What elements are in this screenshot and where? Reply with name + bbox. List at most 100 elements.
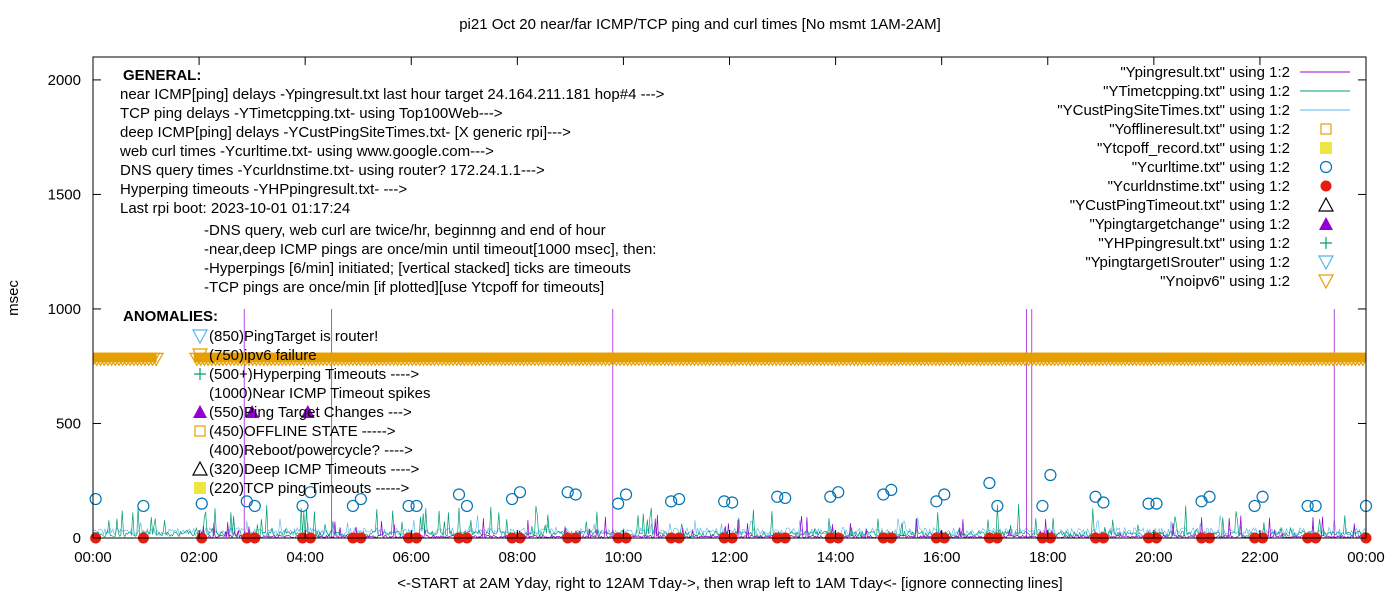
x-tick-label: 04:00	[286, 549, 324, 566]
curltime-point	[1195, 495, 1208, 508]
anomaly-marker	[191, 460, 209, 476]
y-tick-label: 2000	[48, 72, 81, 89]
curltime-point	[137, 499, 150, 513]
legend-swatch	[1317, 196, 1335, 212]
curltime-point	[460, 499, 474, 513]
general-line: Last rpi boot: 2023-10-01 01:17:24	[120, 200, 350, 217]
pingtargetchange-point	[300, 405, 315, 419]
y-tick-label: 0	[73, 530, 81, 547]
anomaly-line: (1000)Near ICMP Timeout spikes	[209, 385, 430, 402]
curltime-point	[346, 499, 360, 513]
legend-label: "Ypingresult.txt" using 1:2	[1120, 64, 1290, 81]
anomaly-marker	[191, 329, 209, 345]
anomaly-line: (850)PingTarget is router!	[209, 328, 378, 345]
curltime-point	[240, 495, 253, 508]
x-tick-label: 00:00	[1347, 549, 1385, 566]
legend-label: "YHPpingresult.txt" using 1:2	[1098, 235, 1290, 252]
curltime-point	[354, 492, 367, 506]
general-indented-line: -Hyperpings [6/min] initiated; [vertical…	[204, 260, 631, 277]
curltime-point	[89, 492, 102, 506]
curltime-point	[452, 488, 466, 501]
curltime-point	[665, 495, 678, 508]
anomaly-line: (400)Reboot/powercycle? ---->	[209, 442, 413, 459]
anomaly-line: (450)OFFLINE STATE ----->	[209, 423, 396, 440]
anomaly-line: (500+)Hyperping Timeouts ---->	[209, 366, 419, 383]
legend-swatch	[1317, 274, 1335, 290]
anomalies-heading: ANOMALIES:	[123, 308, 218, 325]
general-heading: GENERAL:	[123, 67, 201, 84]
legend-swatch	[1320, 142, 1332, 154]
anomaly-line: (550)Ping Target Changes --->	[209, 404, 412, 421]
x-tick-label: 02:00	[180, 549, 218, 566]
curltime-point	[296, 499, 309, 513]
noipv6-band-right	[193, 353, 1366, 363]
curltime-point	[513, 486, 527, 499]
y-axis-label: msec	[5, 280, 22, 316]
general-indented-line: -DNS query, web curl are twice/hr, begin…	[204, 222, 606, 239]
curltime-point	[248, 499, 261, 513]
x-axis-label: <-START at 2AM Yday, right to 12AM Tday-…	[397, 575, 1063, 592]
curltime-point	[726, 496, 739, 509]
curltime-point	[1044, 468, 1057, 482]
chart-title: pi21 Oct 20 near/far ICMP/TCP ping and c…	[459, 16, 941, 33]
curltime-point	[771, 490, 784, 503]
curltime-point	[1256, 490, 1269, 503]
plot-area-group	[93, 309, 1366, 538]
x-tick-label: 06:00	[392, 549, 430, 566]
curltime-point	[1142, 497, 1155, 510]
curltime-point	[402, 499, 415, 513]
anomaly-line: (220)TCP ping Timeouts ----->	[209, 480, 409, 497]
curltime-point	[612, 497, 625, 510]
curltime-point	[561, 486, 574, 499]
curltime-point	[1097, 496, 1110, 509]
y-tick-label: 1000	[48, 301, 81, 318]
anomaly-marker	[194, 425, 206, 437]
x-tick-label: 12:00	[711, 549, 749, 566]
general-line: TCP ping delays -YTimetcpping.txt- using…	[120, 105, 503, 122]
noipv6-band-left	[93, 353, 157, 363]
curltime-point	[983, 476, 996, 490]
curltime-point	[1309, 499, 1322, 513]
curltime-point	[1203, 490, 1216, 503]
anomaly-line: (750)ipv6 failure	[209, 347, 317, 364]
curltime-point	[938, 488, 951, 501]
legend-label: "YpingtargetISrouter" using 1:2	[1085, 254, 1290, 271]
curltime-point	[1248, 499, 1261, 513]
legend-swatch	[1317, 255, 1335, 271]
curltime-point	[832, 486, 845, 499]
curltime-point	[1150, 497, 1163, 510]
anomaly-line: (320)Deep ICMP Timeouts ---->	[209, 461, 419, 478]
legend-label: "YCustPingTimeout.txt" using 1:2	[1070, 197, 1290, 214]
curltime-point	[877, 488, 890, 501]
general-line: DNS query times -Ycurldnstime.txt- using…	[120, 162, 545, 179]
general-line: web curl times -Ycurltime.txt- using www…	[119, 143, 494, 160]
curltime-point	[885, 483, 898, 496]
anomaly-marker	[193, 405, 207, 418]
legend-swatch	[1320, 180, 1332, 192]
legend-label: "Ycurltime.txt" using 1:2	[1132, 159, 1290, 176]
anomaly-marker	[194, 482, 206, 494]
legend-label: "Ytcpoff_record.txt" using 1:2	[1097, 140, 1290, 157]
curltime-point	[1036, 499, 1049, 513]
legend-label: "Yofflineresult.txt" using 1:2	[1109, 121, 1290, 138]
legend-label: "Ycurldnstime.txt" using 1:2	[1108, 178, 1290, 195]
legend-label: "YTimetcpping.txt" using 1:2	[1103, 83, 1290, 100]
x-tick-label: 14:00	[817, 549, 855, 566]
x-tick-label: 08:00	[499, 549, 537, 566]
x-tick-label: 00:00	[74, 549, 112, 566]
x-tick-label: 10:00	[605, 549, 643, 566]
curltime-point	[930, 495, 943, 508]
x-tick-label: 22:00	[1241, 549, 1279, 566]
general-indented-line: -near,deep ICMP pings are once/min until…	[204, 241, 656, 258]
curltime-point	[304, 486, 317, 499]
legend-label: "YCustPingSiteTimes.txt" using 1:2	[1057, 102, 1290, 119]
general-line: deep ICMP[ping] delays -YCustPingSiteTim…	[120, 124, 571, 141]
anomaly-marker	[194, 368, 206, 380]
curltime-point	[505, 492, 519, 506]
curltime-point	[673, 492, 686, 506]
curltime-point	[1089, 490, 1102, 503]
legend-label: "Ynoipv6" using 1:2	[1160, 273, 1290, 290]
pingtargetchange-point	[245, 405, 260, 419]
y-tick-label: 500	[56, 415, 81, 432]
